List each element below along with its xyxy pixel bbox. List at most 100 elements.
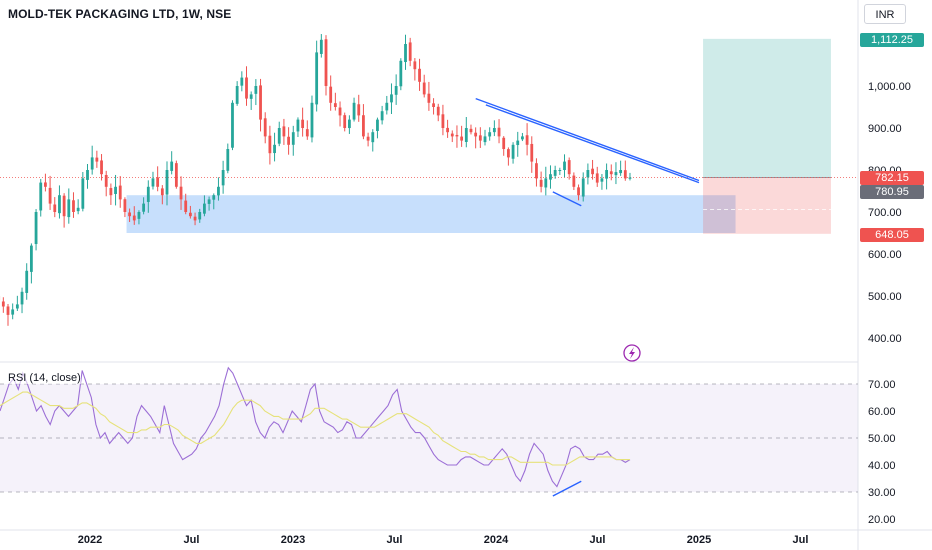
candle-body <box>492 128 496 133</box>
candle-body <box>81 178 85 209</box>
candle-body <box>432 103 435 107</box>
candle-body <box>418 68 421 82</box>
price-tick-label: 600.00 <box>868 249 902 261</box>
price-tick-label: 1,000.00 <box>868 81 911 93</box>
rsi-tick-label: 60.00 <box>868 406 896 418</box>
candle-body <box>525 135 529 145</box>
candle-body <box>62 195 66 217</box>
candle-body <box>343 115 347 128</box>
candle-body <box>226 149 230 171</box>
candle-body <box>455 134 459 137</box>
rsi-divergence-line <box>552 480 582 497</box>
candle-body <box>506 149 510 158</box>
candle-body <box>53 204 57 212</box>
candle-body <box>595 173 599 183</box>
candle-body <box>203 203 206 214</box>
support-zone <box>126 195 736 233</box>
candle-body <box>109 188 113 196</box>
price-tick-label: 900.00 <box>868 123 902 135</box>
candle-body <box>235 86 239 104</box>
candle-body <box>72 200 75 212</box>
candle-body <box>44 182 47 187</box>
candle-body <box>282 126 286 137</box>
candle-body <box>315 52 319 105</box>
time-tick-label: 2025 <box>687 534 711 546</box>
time-tick-label: Jul <box>590 534 606 546</box>
candle-body <box>530 143 534 162</box>
candle-body <box>245 77 248 99</box>
last-price-tag: 782.15 <box>860 171 924 185</box>
candle-body <box>371 132 375 143</box>
candle-body <box>76 207 80 212</box>
candle-body <box>128 212 131 217</box>
candle-body <box>287 136 290 145</box>
candle-body <box>567 160 571 175</box>
candle-body <box>160 188 164 196</box>
candle-body <box>179 186 183 200</box>
candle-body <box>521 136 524 140</box>
candle-body <box>137 212 141 219</box>
candle-body <box>170 161 174 171</box>
candle-body <box>231 102 234 148</box>
candle-body <box>422 82 426 95</box>
candle-body <box>305 129 309 137</box>
candle-body <box>95 157 99 162</box>
target-price-tag: 1,112.25 <box>860 33 924 47</box>
rsi-tick-label: 70.00 <box>868 379 896 391</box>
candle-body <box>100 160 103 175</box>
candle-body <box>390 94 393 103</box>
candle-body <box>623 170 627 179</box>
lightning-icon <box>623 344 641 362</box>
candle-body <box>174 163 178 187</box>
current-price-tag: 780.95 <box>860 185 924 199</box>
lightning-icon-bolt <box>629 347 635 359</box>
candle-body <box>460 136 464 141</box>
candle-body <box>539 179 543 187</box>
candle-body <box>291 132 295 145</box>
candle-body <box>450 133 454 137</box>
candle-body <box>184 200 188 212</box>
price-tick-label: 500.00 <box>868 291 902 303</box>
rsi-tick-label: 40.00 <box>868 460 896 472</box>
candle-body <box>441 114 445 128</box>
candle-body <box>516 140 520 146</box>
candle-body <box>273 144 276 154</box>
candle-body <box>58 195 61 214</box>
trendline-upper <box>475 97 700 182</box>
candle-body <box>474 132 478 137</box>
candle-body <box>464 128 468 142</box>
candle-body <box>385 102 389 111</box>
candle-body <box>376 119 379 132</box>
candle-body <box>34 212 38 245</box>
candle-body <box>591 168 594 175</box>
time-tick-label: Jul <box>387 534 403 546</box>
price-divergence-line <box>552 191 582 207</box>
candle-body <box>240 77 244 86</box>
candle-body <box>549 174 552 180</box>
candle-body <box>619 170 623 174</box>
candle-body <box>217 186 220 196</box>
rsi-tick-label: 50.00 <box>868 433 896 445</box>
candle-body <box>488 132 492 137</box>
candle-body <box>478 135 482 141</box>
candle-body <box>151 178 155 187</box>
candle-body <box>165 170 169 195</box>
candle-body <box>553 170 557 176</box>
candle-body <box>544 178 548 188</box>
candle-body <box>563 161 566 171</box>
chart-title: MOLD-TEK PACKAGING LTD, 1W, NSE <box>8 7 232 21</box>
price-tick-label: 400.00 <box>868 333 902 345</box>
candle-body <box>586 170 590 178</box>
candle-body <box>48 187 52 204</box>
time-tick-label: Jul <box>793 534 809 546</box>
candle-body <box>338 107 342 116</box>
candle-body <box>310 102 314 138</box>
candle-body <box>11 309 15 315</box>
candle-body <box>333 103 337 107</box>
candle-body <box>558 170 562 171</box>
candle-body <box>572 175 576 187</box>
candle-body <box>511 144 515 159</box>
currency-button[interactable]: INR <box>864 4 906 24</box>
candle-body <box>329 86 333 103</box>
